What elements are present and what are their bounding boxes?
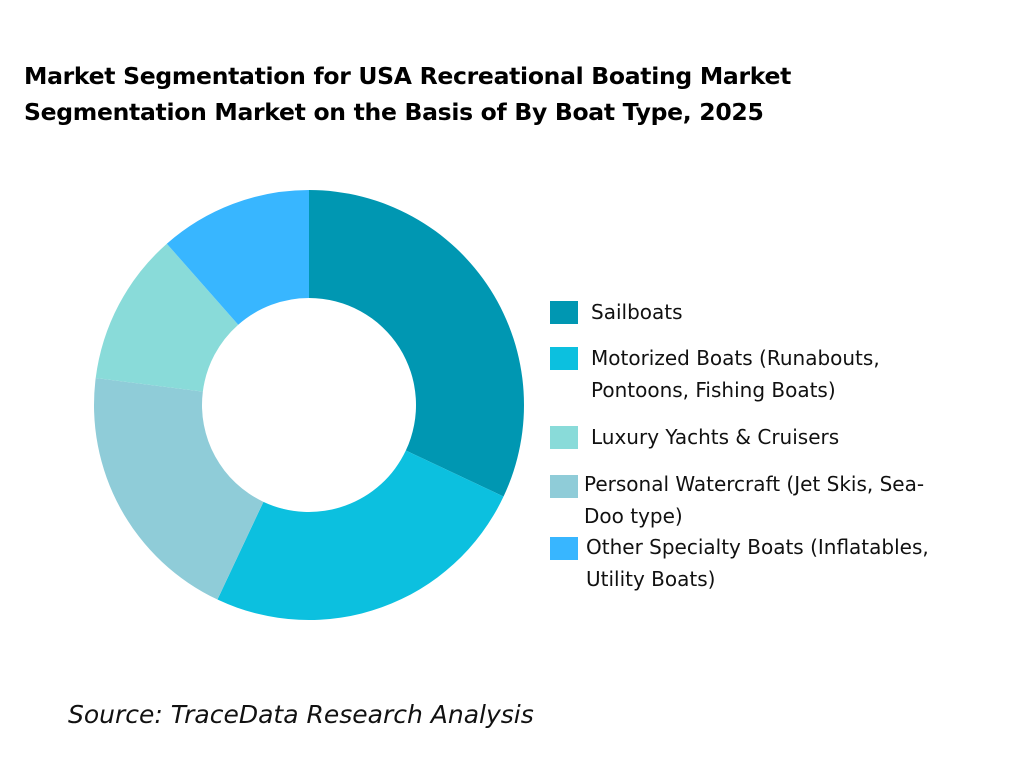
legend-label: Luxury Yachts & Cruisers <box>591 425 840 449</box>
legend-item-other-specialty-boats: Other Specialty Boats (Inflatables, Utili… <box>550 535 929 595</box>
chart-title-line-1: Market Segmentation for USA Recreational… <box>24 62 792 90</box>
legend-label: Motorized Boats (Runabouts, Pontoons, Fis… <box>591 346 880 402</box>
legend-label: Personal Watercraft (Jet Skis, Sea- Doo t… <box>584 472 925 528</box>
chart-title-line-2: Segmentation Market on the Basis of By B… <box>24 98 764 126</box>
donut-slice-luxury <box>95 243 239 392</box>
legend-item-motorized-boats: Motorized Boats (Runabouts, Pontoons, Fis… <box>550 346 880 406</box>
legend-label: Other Specialty Boats (Inflatables, Utili… <box>586 535 929 591</box>
donut-slice-motorized <box>217 450 504 620</box>
source-note: Source: TraceData Research Analysis <box>68 700 534 729</box>
donut-slice-other <box>166 190 309 325</box>
legend-item-sailboats: Sailboats <box>550 300 683 328</box>
legend-item-luxury-yachts: Luxury Yachts & Cruisers <box>550 425 839 453</box>
legend-swatch <box>550 426 578 449</box>
chart-title: Market Segmentation for USA Recreational… <box>24 58 924 130</box>
legend-item-personal-watercraft: Personal Watercraft (Jet Skis, Sea- Doo t… <box>550 472 924 532</box>
donut-slice-sailboats <box>309 190 524 497</box>
legend-swatch <box>550 301 578 324</box>
donut-slice-personal <box>94 378 264 600</box>
legend-label: Sailboats <box>591 300 683 324</box>
legend-swatch <box>550 347 578 370</box>
legend-swatch <box>550 537 578 560</box>
legend-swatch <box>550 475 578 498</box>
